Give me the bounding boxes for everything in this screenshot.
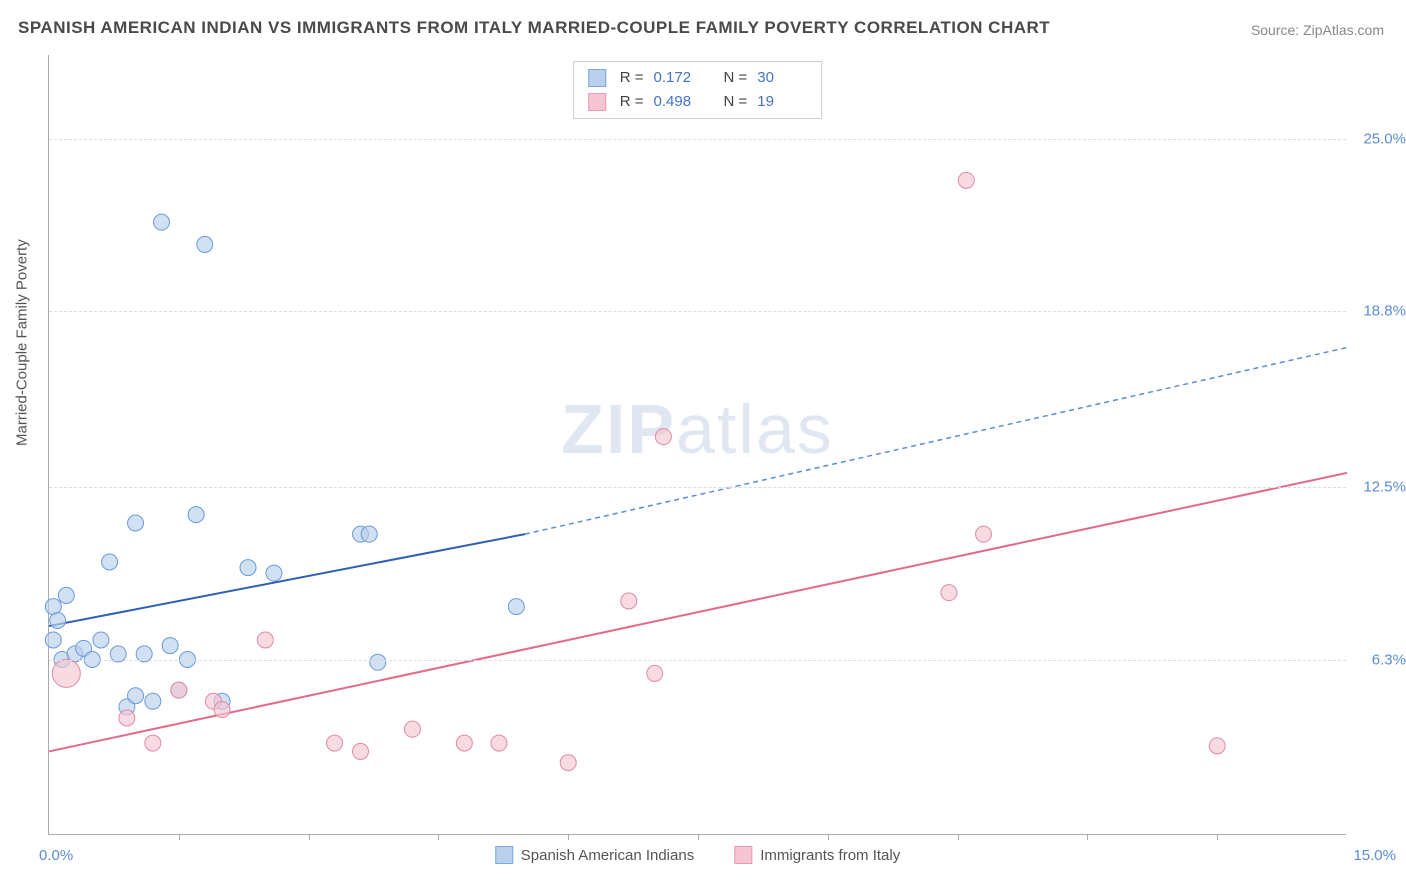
data-point-immigrants-from-italy [958, 172, 974, 188]
gridline [49, 660, 1346, 661]
data-point-spanish-american-indians [240, 560, 256, 576]
trendline-immigrants-from-italy [49, 473, 1347, 752]
data-point-spanish-american-indians [188, 507, 204, 523]
y-tick-label: 12.5% [1363, 478, 1406, 495]
data-point-immigrants-from-italy [491, 735, 507, 751]
data-point-spanish-american-indians [50, 613, 66, 629]
data-point-spanish-american-indians [197, 236, 213, 252]
chart-title: SPANISH AMERICAN INDIAN VS IMMIGRANTS FR… [18, 18, 1050, 38]
data-point-immigrants-from-italy [327, 735, 343, 751]
x-tick [438, 834, 439, 840]
legend-item-italy: Immigrants from Italy [734, 846, 900, 864]
data-point-immigrants-from-italy [655, 429, 671, 445]
data-point-immigrants-from-italy [119, 710, 135, 726]
source-label: Source: ZipAtlas.com [1251, 22, 1384, 38]
x-tick [698, 834, 699, 840]
trendline-dashed-spanish-american-indians [525, 348, 1347, 535]
legend-item-spanish: Spanish American Indians [495, 846, 694, 864]
data-point-spanish-american-indians [361, 526, 377, 542]
x-min-label: 0.0% [39, 847, 73, 864]
y-tick-label: 25.0% [1363, 130, 1406, 147]
data-point-spanish-american-indians [128, 688, 144, 704]
data-point-spanish-american-indians [153, 214, 169, 230]
data-point-immigrants-from-italy [145, 735, 161, 751]
correlation-chart: SPANISH AMERICAN INDIAN VS IMMIGRANTS FR… [0, 0, 1406, 892]
data-point-immigrants-from-italy [404, 721, 420, 737]
x-tick [1217, 834, 1218, 840]
y-axis-label: Married-Couple Family Poverty [14, 239, 31, 446]
x-tick [568, 834, 569, 840]
y-tick-label: 18.8% [1363, 303, 1406, 320]
legend-label: Spanish American Indians [521, 847, 694, 864]
x-tick [958, 834, 959, 840]
data-point-spanish-american-indians [508, 599, 524, 615]
data-point-immigrants-from-italy [941, 585, 957, 601]
data-point-immigrants-from-italy [214, 702, 230, 718]
data-point-spanish-american-indians [370, 654, 386, 670]
data-point-spanish-american-indians [102, 554, 118, 570]
data-point-spanish-american-indians [45, 632, 61, 648]
data-point-immigrants-from-italy [171, 682, 187, 698]
data-point-spanish-american-indians [162, 638, 178, 654]
data-point-immigrants-from-italy [257, 632, 273, 648]
data-point-immigrants-from-italy [647, 665, 663, 681]
legend-label: Immigrants from Italy [760, 847, 900, 864]
x-tick [309, 834, 310, 840]
data-point-spanish-american-indians [266, 565, 282, 581]
y-tick-label: 6.3% [1372, 651, 1406, 668]
data-point-immigrants-from-italy [560, 755, 576, 771]
gridline [49, 311, 1346, 312]
data-point-immigrants-from-italy [353, 743, 369, 759]
data-point-spanish-american-indians [145, 693, 161, 709]
gridline [49, 487, 1346, 488]
swatch-blue-icon [495, 846, 513, 864]
data-point-immigrants-from-italy [621, 593, 637, 609]
data-point-spanish-american-indians [93, 632, 109, 648]
swatch-pink-icon [734, 846, 752, 864]
x-tick [1087, 834, 1088, 840]
data-point-immigrants-from-italy [52, 659, 80, 687]
data-point-immigrants-from-italy [976, 526, 992, 542]
trendline-spanish-american-indians [49, 534, 525, 626]
plot-svg [49, 55, 1346, 834]
x-tick [179, 834, 180, 840]
x-max-label: 15.0% [1353, 847, 1396, 864]
plot-area: ZIPatlas R = 0.172 N = 30 R = 0.498 N = … [48, 55, 1346, 835]
data-point-spanish-american-indians [128, 515, 144, 531]
data-point-spanish-american-indians [58, 587, 74, 603]
gridline [49, 139, 1346, 140]
x-tick [828, 834, 829, 840]
data-point-immigrants-from-italy [1209, 738, 1225, 754]
data-point-immigrants-from-italy [456, 735, 472, 751]
series-legend: Spanish American Indians Immigrants from… [495, 846, 900, 864]
